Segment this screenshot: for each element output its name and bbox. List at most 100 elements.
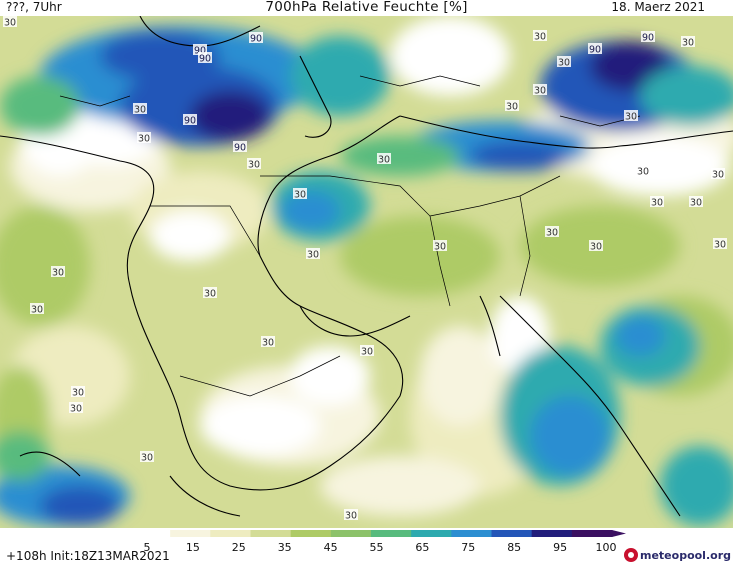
legend-swatch bbox=[210, 530, 251, 537]
legend-tick-label: 25 bbox=[232, 541, 246, 554]
svg-text:30: 30 bbox=[361, 347, 373, 358]
contour-label: 90 bbox=[233, 141, 247, 154]
svg-text:30: 30 bbox=[682, 38, 694, 49]
svg-text:30: 30 bbox=[625, 112, 637, 123]
contour-label: 30 bbox=[69, 402, 83, 415]
legend-overflow-arrow bbox=[612, 530, 626, 537]
svg-text:30: 30 bbox=[345, 511, 357, 522]
svg-text:30: 30 bbox=[637, 167, 649, 178]
svg-text:30: 30 bbox=[4, 18, 16, 29]
model-init-info: +108h Init:18Z13MAR2021 bbox=[6, 549, 170, 563]
contour-label: 90 bbox=[183, 114, 197, 127]
contour-label: 30 bbox=[344, 509, 358, 522]
legend-swatches bbox=[130, 530, 626, 537]
legend-tick-label: 15 bbox=[186, 541, 200, 554]
svg-text:30: 30 bbox=[134, 105, 146, 116]
contour-label: 30 bbox=[533, 30, 547, 43]
svg-text:30: 30 bbox=[248, 160, 260, 171]
svg-text:90: 90 bbox=[184, 116, 196, 127]
contour-label: 30 bbox=[3, 16, 17, 29]
svg-text:30: 30 bbox=[546, 228, 558, 239]
contour-label: 30 bbox=[711, 168, 725, 181]
legend-colorbar: 5 15 25 35 45 55 65 75 85 95 100 bbox=[130, 530, 626, 554]
svg-text:30: 30 bbox=[307, 250, 319, 261]
contour-label: 30 bbox=[51, 266, 65, 279]
svg-text:30: 30 bbox=[70, 404, 82, 415]
svg-text:30: 30 bbox=[138, 134, 150, 145]
svg-text:30: 30 bbox=[712, 170, 724, 181]
legend-swatch bbox=[411, 530, 452, 537]
svg-text:30: 30 bbox=[204, 289, 216, 300]
contour-label: 30 bbox=[681, 36, 695, 49]
contour-label: 30 bbox=[505, 100, 519, 113]
legend-tick-label: 35 bbox=[278, 541, 292, 554]
contour-label: 90 bbox=[588, 43, 602, 56]
legend-swatch bbox=[491, 530, 533, 537]
legend-swatch bbox=[371, 530, 412, 537]
svg-text:30: 30 bbox=[506, 102, 518, 113]
legend-tick-label: 45 bbox=[324, 541, 338, 554]
contour-label: 30 bbox=[71, 386, 85, 399]
contour-label: 30 bbox=[624, 110, 638, 123]
contour-label: 30 bbox=[360, 345, 374, 358]
contour-label: 30 bbox=[589, 240, 603, 253]
legend-tick-label: 100 bbox=[596, 541, 617, 554]
svg-text:30: 30 bbox=[558, 58, 570, 69]
legend-swatch bbox=[290, 530, 332, 537]
contour-label: 30 bbox=[433, 240, 447, 253]
svg-text:30: 30 bbox=[534, 86, 546, 97]
contour-label: 30 bbox=[247, 158, 261, 171]
contour-label: 30 bbox=[545, 226, 559, 239]
legend-swatch bbox=[250, 530, 292, 537]
logo-text: meteopool.org bbox=[640, 548, 731, 562]
forecast-date: 18. Maerz 2021 bbox=[611, 0, 705, 14]
svg-text:30: 30 bbox=[52, 268, 64, 279]
contour-label: 30 bbox=[30, 303, 44, 316]
svg-text:90: 90 bbox=[199, 54, 211, 65]
humidity-field bbox=[0, 16, 733, 526]
contour-label: 30 bbox=[261, 336, 275, 349]
contour-label: 30 bbox=[713, 238, 727, 251]
legend-swatch bbox=[571, 530, 613, 537]
contour-label: 90 bbox=[249, 32, 263, 45]
contour-label: 30 bbox=[689, 196, 703, 209]
svg-text:30: 30 bbox=[651, 198, 663, 209]
legend-swatch bbox=[130, 530, 171, 537]
contour-label: 90 bbox=[198, 52, 212, 65]
contour-label: 30 bbox=[650, 196, 664, 209]
contour-label: 30 bbox=[636, 165, 650, 178]
contour-label: 30 bbox=[140, 451, 154, 464]
legend-tick-label: 75 bbox=[461, 541, 475, 554]
svg-text:90: 90 bbox=[194, 46, 206, 57]
contour-label: 30 bbox=[533, 84, 547, 97]
logo-icon bbox=[624, 548, 638, 562]
svg-text:30: 30 bbox=[534, 32, 546, 43]
contour-label: 30 bbox=[203, 287, 217, 300]
svg-text:90: 90 bbox=[250, 34, 262, 45]
legend-tick-label: 65 bbox=[415, 541, 429, 554]
legend-swatch bbox=[451, 530, 492, 537]
footer-bar: 5 15 25 35 45 55 65 75 85 95 100 bbox=[0, 528, 733, 566]
svg-text:30: 30 bbox=[714, 240, 726, 251]
contour-label: 30 bbox=[293, 188, 307, 201]
header-bar: ???, 7Uhr 700hPa Relative Feuchte [%] 18… bbox=[0, 0, 733, 16]
svg-text:90: 90 bbox=[234, 143, 246, 154]
svg-text:90: 90 bbox=[642, 33, 654, 44]
svg-text:30: 30 bbox=[141, 453, 153, 464]
meteopool-logo[interactable]: meteopool.org bbox=[624, 546, 731, 564]
legend-tick-label: 55 bbox=[370, 541, 384, 554]
legend-swatch bbox=[170, 530, 211, 537]
svg-text:30: 30 bbox=[690, 198, 702, 209]
contour-label: 30 bbox=[137, 132, 151, 145]
humidity-map[interactable]: 90 90 90 90 90 90 90 30 30 30 30 30 30 30 30 30 30 30 30 30… bbox=[0, 16, 733, 528]
contour-label: 90 bbox=[193, 44, 207, 57]
svg-text:30: 30 bbox=[378, 155, 390, 166]
map-title: 700hPa Relative Feuchte [%] bbox=[265, 0, 468, 15]
legend-swatch bbox=[531, 530, 573, 537]
svg-text:30: 30 bbox=[294, 190, 306, 201]
svg-text:30: 30 bbox=[262, 338, 274, 349]
contour-label: 30 bbox=[557, 56, 571, 69]
legend-tick-label: 85 bbox=[507, 541, 521, 554]
